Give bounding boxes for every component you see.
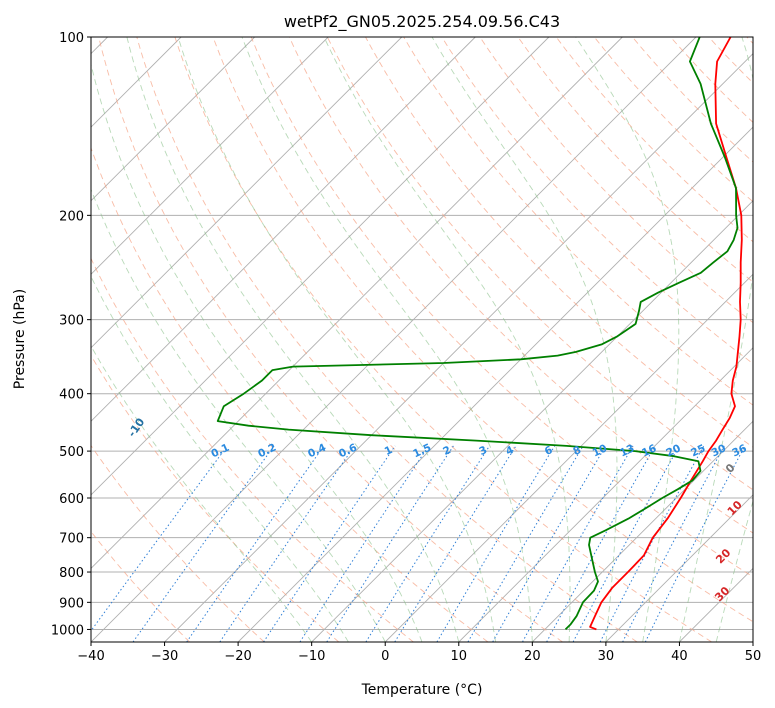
moist-adiabat-5: [91, 62, 423, 642]
isotherm--20: [237, 126, 753, 642]
x-tick-label: 30: [598, 649, 615, 664]
dry-adiabat--10: [91, 354, 340, 642]
mixing-ratio-label: 25: [689, 442, 707, 459]
moist-adiabat--10: [91, 345, 313, 642]
moist-adiabat-45: [715, 499, 753, 642]
mixing-ratio-label: 30: [710, 442, 728, 459]
mixing-ratio-label: 13: [618, 442, 636, 459]
y-tick-label: 900: [59, 596, 84, 611]
x-tick-label: −20: [224, 649, 251, 664]
mixing-ratio-line-0.2: [132, 445, 275, 642]
dry-adiabat-30: [136, 37, 638, 642]
y-tick-label: 1000: [51, 623, 84, 638]
isotherm--40: [91, 37, 697, 642]
isotherm-20: [531, 420, 753, 642]
x-tick-label: 0: [381, 649, 389, 664]
temperature-line: [589, 37, 743, 631]
mixing-ratio-label: 4: [504, 444, 516, 458]
dry-adiabat-60: [250, 37, 753, 578]
mixing-ratio-label: 3: [477, 444, 489, 458]
x-tick-label: 10: [451, 649, 468, 664]
y-tick-label: 500: [59, 445, 84, 460]
dry-adiabat-90: [365, 37, 753, 448]
x-tick-label: 40: [671, 649, 688, 664]
isotherm-10: [458, 347, 753, 642]
isotherm--70: [91, 37, 476, 422]
mixing-ratio-label: 1: [383, 444, 395, 458]
dry-adiabat-80: [326, 37, 753, 491]
chart-title: wetPf2_GN05.2025.254.09.56.C43: [284, 12, 560, 32]
mixing-ratio-label: 10: [591, 442, 609, 459]
isotherm--90: [91, 37, 329, 275]
y-tick-label: 100: [59, 31, 84, 46]
moist-adiabat--5: [91, 275, 349, 642]
dry-adiabat-0: [91, 257, 414, 642]
moist-adiabat-25: [323, 37, 571, 642]
isotherm--50: [91, 37, 623, 570]
mixing-ratio-label: 16: [640, 442, 658, 459]
moist-adiabat-20: [241, 37, 533, 642]
mixing-ratio-line-13: [522, 445, 634, 642]
isotherm--100: [91, 37, 256, 202]
x-axis-label: Temperature (°C): [361, 682, 483, 698]
mixing-ratio-line-2: [326, 445, 454, 642]
profile-lines: [216, 37, 743, 631]
mixing-ratio-line-4: [394, 445, 517, 642]
isotherm-30: [605, 494, 753, 642]
y-tick-label: 200: [59, 209, 84, 224]
y-tick-label: 400: [59, 388, 84, 403]
isotherm--10: [311, 200, 753, 642]
mixing-ratio-label: 20: [664, 442, 682, 459]
mixing-ratio-label: 6: [543, 444, 555, 458]
dry-adiabat-20: [98, 37, 563, 642]
mixing-ratio-line-6: [436, 445, 556, 642]
x-tick-label: −40: [77, 649, 104, 664]
mixing-ratio-line-30: [622, 445, 725, 642]
isotherm--60: [91, 37, 550, 496]
moist-adiabat-35: [575, 37, 680, 642]
mixing-ratio-line-8: [467, 445, 584, 642]
axis-ticks: −40 −30 −20 −10 0 10 20 30 40 50 1000 900 800 700 600 5…: [51, 31, 761, 664]
mixing-ratio-line-0.6: [219, 445, 356, 642]
mixing-ratio-label: 8: [571, 444, 583, 458]
dewpoint-line: [216, 37, 739, 631]
isotherm--30: [164, 52, 753, 642]
y-tick-label: 800: [59, 566, 84, 581]
x-tick-label: 20: [524, 649, 541, 664]
dry-adiabat-40: [174, 37, 712, 642]
moist-adiabat-40: [678, 37, 753, 642]
x-tick-label: −10: [298, 649, 325, 664]
moist-adiabat-15: [177, 37, 497, 642]
mixing-ratio-line-36: [644, 445, 746, 642]
y-tick-label: 600: [59, 492, 84, 507]
dry-adiabat--20: [91, 444, 265, 642]
moist-adiabat-30: [431, 37, 618, 642]
moist-adiabat-0: [91, 188, 386, 642]
mixing-ratio-line-1: [263, 445, 396, 642]
x-tick-label: 50: [745, 649, 762, 664]
mixing-ratio-line-1.5: [299, 445, 430, 642]
mixing-ratio-label: 2: [441, 444, 453, 458]
moist-adiabat-10: [126, 37, 460, 642]
mixing-ratio-line-0.4: [186, 445, 325, 642]
y-axis-label: Pressure (hPa): [12, 289, 28, 389]
y-tick-label: 300: [59, 314, 84, 329]
mixing-ratio-line-16: [546, 445, 656, 642]
isotherm-0: [384, 273, 753, 642]
plot-frame: [90, 36, 754, 643]
mixing-ratio-label: 36: [730, 442, 748, 459]
dry-adiabat-50: [212, 37, 753, 623]
mixing-ratio-line-3: [365, 445, 490, 642]
x-tick-label: −30: [151, 649, 178, 664]
moist-adiabat-label: 40: [749, 606, 769, 626]
y-tick-label: 700: [59, 532, 84, 547]
